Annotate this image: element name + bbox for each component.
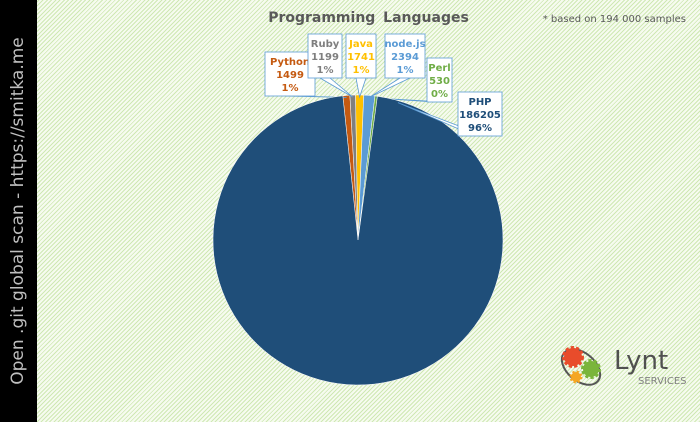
data-label-name: PHP [468,97,491,108]
label-callout [319,77,354,98]
chart-title: Programming Languages [268,10,469,26]
data-label-percent: 1% [282,83,299,94]
lynt-logo-icon [560,346,602,386]
sample-note: * based on 194 000 samples [542,14,686,25]
logo-subtitle: SERVICES [638,376,687,387]
data-label-box [345,33,377,79]
data-label-box [384,33,426,79]
data-label-value: 530 [429,76,450,87]
label-callout [368,77,411,98]
data-label-percent: 1% [317,65,334,76]
data-label-box [426,57,453,103]
data-label-name: Ruby [311,39,340,50]
label-callout [397,102,486,137]
data-label-percent: 1% [353,65,370,76]
data-label-value: 1499 [276,70,304,81]
data-label-name: Python [270,57,310,68]
data-label-box [307,33,343,79]
data-label-percent: 0% [431,89,448,100]
data-label-value: 1199 [311,52,339,63]
data-label-value: 2394 [391,52,419,63]
data-label-name: node.js [384,39,425,50]
data-label-percent: 96% [468,123,492,134]
sidebar: Open .git global scan - https://smitka.m… [0,0,37,422]
data-label-value: 1741 [347,52,375,63]
label-callout [355,77,367,99]
data-label-box [457,91,503,137]
data-label-name: Perl [428,63,450,74]
data-label-value: 186205 [459,110,501,121]
pie-slice-php [212,95,504,386]
data-label-name: Java [348,39,373,50]
data-label-percent: 1% [397,65,414,76]
logo-name: Lynt [614,346,669,376]
